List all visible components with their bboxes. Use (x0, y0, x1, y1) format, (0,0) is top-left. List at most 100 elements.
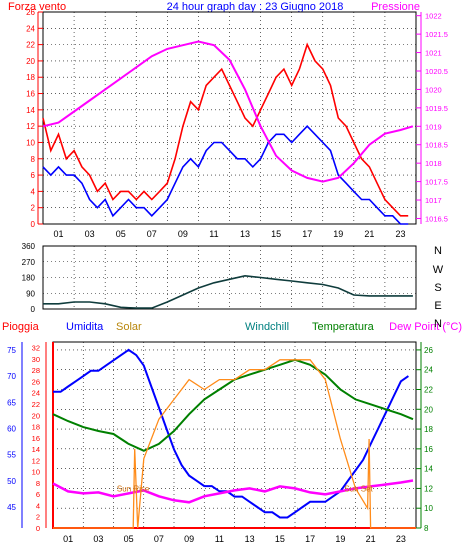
rain-y-tick: 0 (36, 524, 40, 533)
top-x-tick: 01 (54, 229, 64, 239)
pressure-y-tick: 1016.5 (425, 214, 448, 223)
wind-y-tick: 2 (31, 204, 36, 213)
wind-speed-line (42, 42, 409, 217)
rain-y-tick: 28 (32, 366, 40, 375)
pressure-y-tick: 1020.5 (425, 67, 448, 76)
pressure-axis-label: Pressione (371, 1, 420, 13)
bottom-x-tick: 11 (215, 534, 224, 544)
windchill-label: Windchill (245, 321, 289, 333)
bottom-x-tick: 17 (305, 534, 315, 544)
top-x-tick: 17 (302, 229, 312, 239)
sunset-annotation: Sun Set (344, 484, 373, 493)
pressure-y-tick: 1020 (425, 85, 442, 94)
rain-y-tick: 26 (32, 377, 40, 386)
direction-y-tick: 180 (22, 274, 36, 283)
bottom-x-tick: 15 (275, 534, 285, 544)
wind-y-tick: 0 (31, 220, 36, 229)
top-x-tick: 09 (178, 229, 188, 239)
pressure-y-tick: 1017 (425, 196, 442, 205)
wind-y-tick: 10 (26, 138, 35, 147)
bottom-x-tick: 21 (366, 534, 376, 544)
bottom-x-tick: 05 (124, 534, 134, 544)
sunrise-annotation: Sun Rise (117, 484, 150, 493)
wind-y-tick: 24 (26, 24, 35, 33)
temperature-y-tick: 8 (424, 524, 429, 533)
direction-y-tick: 360 (22, 242, 36, 251)
weather-chart: 4550556065707502468101214161820222426283… (7, 341, 433, 544)
humidity-y-tick: 65 (7, 398, 16, 407)
wind-y-tick: 18 (26, 73, 35, 82)
rain-y-tick: 6 (36, 490, 40, 499)
compass-label: N (434, 245, 442, 257)
pressure-y-tick: 1019.5 (425, 104, 448, 113)
bottom-x-tick: 09 (184, 534, 194, 544)
solar-line (53, 359, 416, 529)
temperature-y-tick: 26 (424, 346, 433, 355)
rain-y-tick: 18 (32, 423, 40, 432)
temperature-y-tick: 14 (424, 465, 433, 474)
pressure-y-tick: 1018.5 (425, 141, 448, 150)
wind-y-tick: 12 (26, 122, 35, 131)
top-x-tick: 11 (209, 229, 218, 239)
rain-y-tick: 16 (32, 434, 40, 443)
rain-y-tick: 14 (32, 445, 40, 454)
humidity-y-tick: 50 (7, 477, 16, 486)
temperature-y-tick: 16 (424, 445, 433, 454)
chart-title: 24 hour graph day : 23 Giugno 2018 (167, 1, 344, 13)
humidity-y-tick: 75 (7, 346, 16, 355)
wind-y-tick: 26 (26, 8, 35, 17)
pressure-y-tick: 1018 (425, 159, 442, 168)
rain-y-tick: 22 (32, 400, 40, 409)
temperature-label: Temperatura (312, 321, 375, 333)
wind-y-tick: 4 (31, 187, 36, 196)
bottom-x-tick: 23 (396, 534, 406, 544)
bottom-x-tick: 01 (63, 534, 73, 544)
bottom-x-tick: 13 (245, 534, 255, 544)
rain-y-tick: 2 (36, 513, 40, 522)
mid-plot-frame (42, 245, 417, 310)
rain-y-tick: 12 (32, 456, 40, 465)
bottom-x-tick: 19 (335, 534, 345, 544)
compass-label: N (434, 318, 442, 330)
pressure-y-tick: 1021 (425, 49, 442, 58)
pressure-y-tick: 1021.5 (425, 30, 448, 39)
humidity-line (53, 348, 409, 519)
top-x-tick: 19 (333, 229, 343, 239)
compass-label: S (434, 282, 441, 294)
bottom-x-tick: 03 (93, 534, 103, 544)
temperature-y-tick: 24 (424, 366, 433, 375)
rain-y-tick: 24 (32, 389, 40, 398)
wind-y-tick: 16 (26, 90, 35, 99)
humidity-y-tick: 70 (7, 372, 16, 381)
pressure-y-tick: 1019 (425, 122, 442, 131)
wind-axis-label: Forza vento (8, 1, 66, 13)
top-x-tick: 15 (271, 229, 281, 239)
pressure-line (42, 40, 414, 183)
solar-label: Solar (116, 321, 142, 333)
rain-y-tick: 10 (32, 468, 40, 477)
rain-y-tick: 32 (32, 344, 40, 353)
wind-y-tick: 6 (31, 171, 36, 180)
direction-y-tick: 0 (31, 305, 36, 314)
dewpoint-label: Dew Point (°C) (389, 321, 462, 333)
humidity-y-tick: 55 (7, 451, 16, 460)
bottom-x-tick: 07 (154, 534, 164, 544)
rain-y-tick: 4 (36, 501, 40, 510)
wind-direction-line (43, 274, 413, 309)
rain-label: Pioggia (2, 321, 40, 333)
wind-y-tick: 20 (26, 57, 35, 66)
humidity-y-tick: 45 (7, 503, 16, 512)
temperature-y-tick: 20 (424, 405, 433, 414)
top-x-tick: 03 (85, 229, 95, 239)
humidity-y-tick: 60 (7, 424, 16, 433)
pressure-y-tick: 1022 (425, 12, 442, 21)
rain-y-tick: 20 (32, 411, 40, 420)
pressure-y-tick: 1017.5 (425, 178, 448, 187)
temperature-y-tick: 22 (424, 385, 433, 394)
rain-y-tick: 8 (36, 479, 40, 488)
wind-pressure-chart: 024681012141618202224261016.510171017.51… (26, 8, 448, 239)
wind-y-tick: 22 (26, 41, 35, 50)
